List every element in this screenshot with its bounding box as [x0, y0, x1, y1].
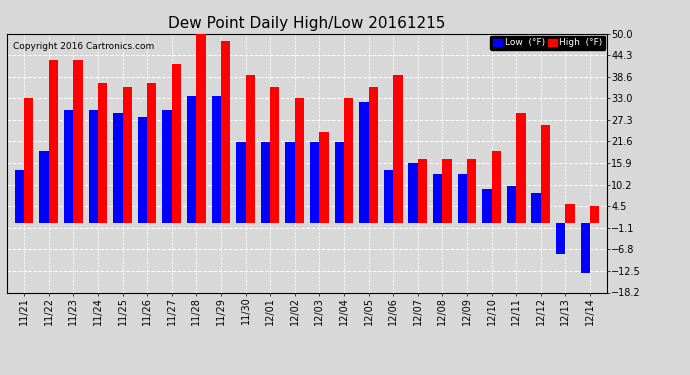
- Bar: [442, 159, 452, 224]
- Bar: [98, 83, 107, 224]
- Bar: [319, 132, 328, 224]
- Bar: [565, 204, 575, 224]
- Title: Dew Point Daily High/Low 20161215: Dew Point Daily High/Low 20161215: [168, 16, 446, 31]
- Bar: [24, 98, 34, 224]
- Bar: [246, 75, 255, 224]
- Bar: [221, 41, 230, 224]
- Bar: [310, 142, 319, 224]
- Bar: [556, 224, 565, 254]
- Bar: [172, 64, 181, 223]
- Bar: [344, 98, 353, 224]
- Bar: [507, 186, 516, 224]
- Bar: [368, 87, 378, 224]
- Bar: [39, 152, 49, 224]
- Bar: [408, 163, 417, 224]
- Bar: [393, 75, 402, 224]
- Bar: [384, 170, 393, 224]
- Bar: [236, 142, 246, 224]
- Bar: [531, 193, 541, 224]
- Bar: [541, 125, 550, 224]
- Bar: [49, 60, 58, 223]
- Bar: [433, 174, 442, 223]
- Bar: [162, 110, 172, 224]
- Bar: [359, 102, 368, 224]
- Bar: [286, 142, 295, 224]
- Bar: [457, 174, 467, 223]
- Bar: [270, 87, 279, 224]
- Bar: [212, 96, 221, 224]
- Bar: [590, 206, 600, 224]
- Bar: [580, 224, 590, 273]
- Bar: [14, 170, 24, 224]
- Bar: [123, 87, 132, 224]
- Bar: [73, 60, 83, 223]
- Bar: [335, 142, 344, 224]
- Bar: [261, 142, 270, 224]
- Bar: [113, 113, 123, 224]
- Bar: [516, 113, 526, 224]
- Bar: [491, 152, 501, 224]
- Bar: [417, 159, 427, 224]
- Bar: [64, 110, 73, 224]
- Bar: [138, 117, 147, 224]
- Bar: [147, 83, 157, 224]
- Text: Copyright 2016 Cartronics.com: Copyright 2016 Cartronics.com: [13, 42, 154, 51]
- Bar: [295, 98, 304, 224]
- Bar: [467, 159, 476, 224]
- Legend: Low  (°F), High  (°F): Low (°F), High (°F): [491, 36, 605, 50]
- Bar: [187, 96, 197, 224]
- Bar: [88, 110, 98, 224]
- Bar: [482, 189, 491, 224]
- Bar: [197, 34, 206, 224]
